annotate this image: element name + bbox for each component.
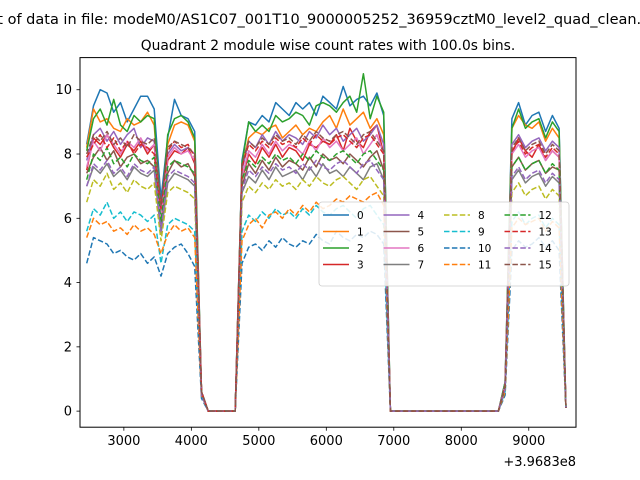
chart-title: Quadrant 2 module wise count rates with … bbox=[141, 38, 515, 54]
legend-label-14: 14 bbox=[539, 243, 553, 255]
legend-label-7: 7 bbox=[418, 260, 425, 272]
legend-label-12: 12 bbox=[539, 210, 552, 222]
x-tick-label: 9000 bbox=[512, 434, 545, 449]
figure-suptitle: Plot of data in file: modeM0/AS1C07_001T… bbox=[0, 12, 640, 28]
legend-label-5: 5 bbox=[418, 227, 425, 239]
x-axis: 3000 4000 5000 6000 7000 8000 9000 bbox=[107, 427, 545, 449]
y-tick-label: 0 bbox=[64, 405, 72, 420]
series-lines bbox=[85, 72, 567, 412]
legend-label-1: 1 bbox=[357, 227, 364, 239]
legend-label-9: 9 bbox=[478, 227, 485, 239]
y-tick-label: 6 bbox=[64, 212, 72, 227]
legend-label-13: 13 bbox=[539, 227, 552, 239]
x-tick-label: 4000 bbox=[175, 434, 208, 449]
x-tick-label: 6000 bbox=[310, 434, 343, 449]
legend-label-3: 3 bbox=[357, 260, 364, 272]
x-tick-label: 7000 bbox=[377, 434, 410, 449]
legend-label-2: 2 bbox=[357, 243, 364, 255]
legend-label-10: 10 bbox=[478, 243, 491, 255]
x-tick-label: 8000 bbox=[445, 434, 478, 449]
series-line-12 bbox=[85, 146, 567, 412]
plot-frame bbox=[79, 57, 577, 428]
y-axis: 0 2 4 6 8 10 bbox=[55, 83, 80, 420]
legend-label-11: 11 bbox=[478, 260, 491, 272]
legend-label-4: 4 bbox=[418, 210, 425, 222]
y-tick-label: 10 bbox=[55, 83, 72, 98]
x-tick-label: 5000 bbox=[242, 434, 275, 449]
x-tick-label: 3000 bbox=[107, 434, 140, 449]
series-line-15 bbox=[85, 130, 567, 412]
y-tick-label: 8 bbox=[64, 148, 72, 163]
legend-label-6: 6 bbox=[418, 243, 425, 255]
legend-label-0: 0 bbox=[357, 210, 364, 222]
legend-label-8: 8 bbox=[478, 210, 485, 222]
y-tick-label: 2 bbox=[64, 340, 72, 355]
x-offset-label: +3.9683e8 bbox=[503, 455, 576, 470]
legend-label-15: 15 bbox=[539, 260, 552, 272]
y-tick-label: 4 bbox=[64, 276, 72, 291]
